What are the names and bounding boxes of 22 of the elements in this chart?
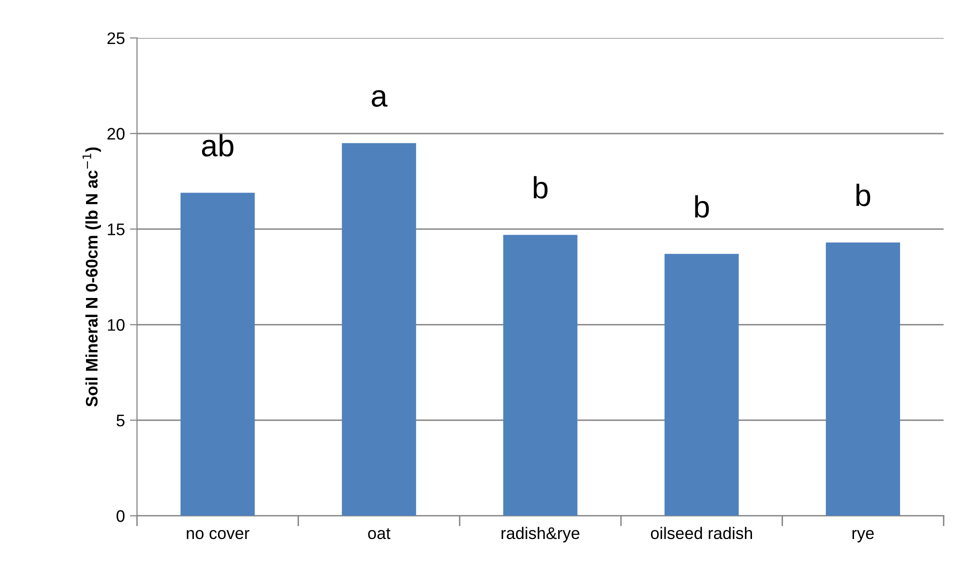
y-tick-label: 5 [116,414,124,426]
y-tick-label: 15 [108,224,124,236]
x-tick-label: radish&rye [502,526,580,542]
y-axis-title: Soil Mineral N 0-60cm (lb N ac$^{−1}$) [82,147,101,407]
y-tick-label: 20 [107,128,125,140]
annotation: b [856,184,870,206]
bar [503,234,578,516]
x-tick-label: rye [852,530,874,542]
x-tick-label: no cover [186,530,250,540]
annotation: a [372,90,388,107]
bar [342,143,416,516]
annotation: ab [202,134,234,157]
bar [180,192,255,516]
y-tick-label: 10 [108,319,125,331]
bar [826,242,900,516]
x-tick-label: oat [368,528,390,540]
y-tick-label: 25 [107,32,124,44]
x-tick-label: oilseed radish [650,526,752,540]
annotation: b [695,195,709,218]
y-tick-label: 0 [116,510,125,522]
annotation: b [534,176,548,199]
bar [664,254,739,516]
